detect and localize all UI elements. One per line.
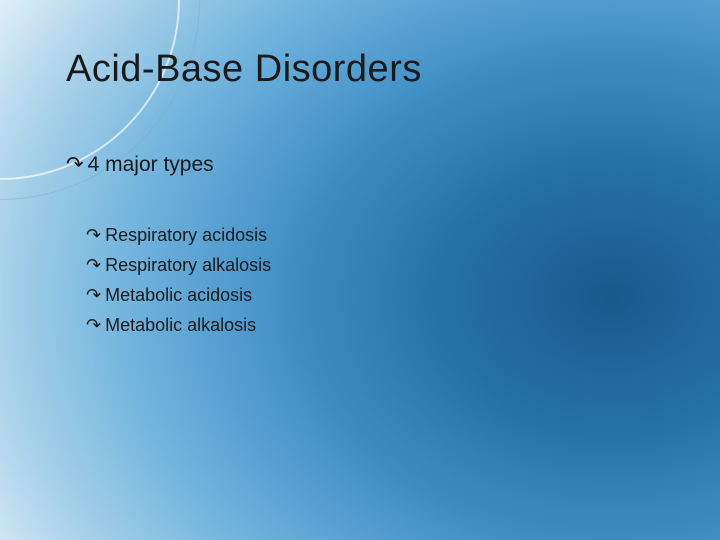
list-item-text: Metabolic acidosis	[105, 285, 252, 305]
list-item: ↷Metabolic alkalosis	[86, 312, 271, 340]
bullet-list: ↷Respiratory acidosis ↷Respiratory alkal…	[86, 222, 271, 342]
bullet-icon: ↷	[86, 252, 101, 280]
bullet-icon: ↷	[86, 282, 101, 310]
slide-background: Acid-Base Disorders ↷4 major types ↷Resp…	[0, 0, 720, 540]
bullet-icon: ↷	[66, 152, 84, 177]
list-item: ↷Respiratory alkalosis	[86, 252, 271, 280]
list-item-text: Metabolic alkalosis	[105, 315, 256, 335]
intro-line: ↷4 major types	[66, 152, 214, 177]
list-item: ↷Respiratory acidosis	[86, 222, 271, 250]
slide-title: Acid-Base Disorders	[66, 48, 422, 91]
list-item: ↷Metabolic acidosis	[86, 282, 271, 310]
bullet-icon: ↷	[86, 222, 101, 250]
bullet-icon: ↷	[86, 312, 101, 340]
intro-text: 4 major types	[88, 153, 214, 176]
list-item-text: Respiratory alkalosis	[105, 255, 271, 275]
list-item-text: Respiratory acidosis	[105, 225, 267, 245]
